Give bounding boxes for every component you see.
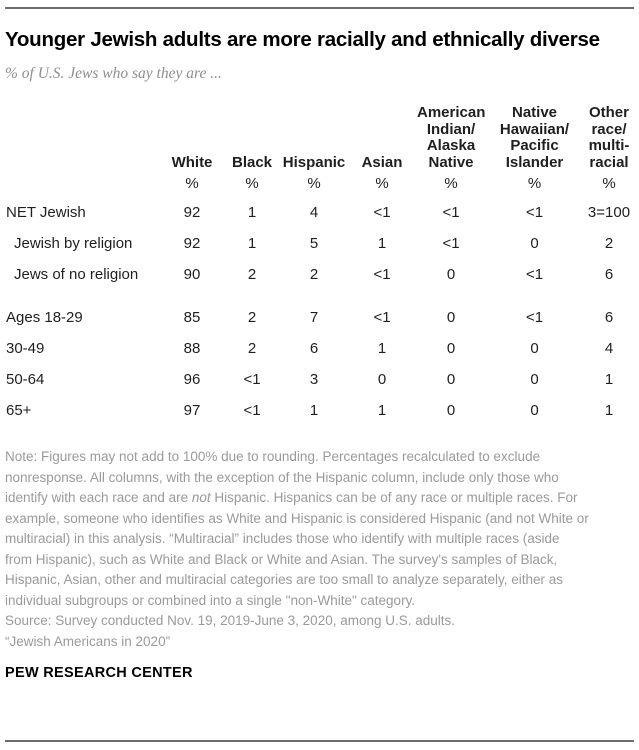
footnote-text: Hispanic. Hispanics can be of any race o… (5, 490, 589, 608)
row-label: 65+ (6, 402, 32, 419)
value-cell: 97 (183, 402, 201, 419)
value-cell: 0 (530, 235, 539, 252)
value-cell: 4 (604, 340, 614, 357)
value-cell: 0 (446, 340, 456, 357)
value-cell: 92 (183, 235, 201, 252)
value-cell: 92 (183, 204, 201, 221)
value-cell: 1 (309, 402, 319, 419)
header-row: White Black Hispanic Asian American Indi… (5, 89, 634, 171)
value-cell: 5 (309, 235, 319, 252)
corner-cell (5, 89, 161, 171)
unit-cell: % (307, 175, 321, 192)
row-label: Jewish by religion (14, 235, 133, 252)
page-title: Younger Jewish adults are more racially … (5, 28, 600, 51)
unit-cell: % (527, 175, 542, 192)
value-cell: 4 (309, 204, 319, 221)
value-cell: 2 (247, 266, 257, 283)
value-cell: 0 (530, 340, 539, 357)
row-label: 50-64 (6, 371, 45, 388)
table-row-jewish-by-religion: Jewish by religion 92 1 5 1 <1 0 2 (5, 228, 634, 259)
value-cell: 1 (604, 371, 614, 388)
value-cell: 90 (183, 266, 201, 283)
value-cell: 3=100 (587, 204, 631, 221)
brand-footer: PEW RESEARCH CENTER (5, 665, 193, 681)
unit-cell-empty (5, 171, 161, 197)
value-cell: 1 (377, 235, 387, 252)
value-cell: <1 (243, 402, 261, 419)
page-subtitle: % of U.S. Jews who say they are ... (5, 65, 222, 82)
figure-container: Younger Jewish adults are more racially … (0, 7, 639, 750)
value-cell: <1 (525, 204, 544, 221)
value-cell: 0 (446, 402, 456, 419)
unit-cell: % (444, 175, 458, 192)
value-cell: <1 (525, 266, 544, 283)
table-row-jews-of-no-religion: Jews of no religion 90 2 2 <1 0 <1 6 (5, 259, 634, 290)
row-label: Jews of no religion (14, 266, 139, 283)
unit-cell: % (602, 175, 616, 192)
unit-row: % % % % % % % (5, 171, 634, 197)
value-cell: <1 (373, 204, 391, 221)
unit-cell: % (375, 175, 389, 192)
value-cell: 0 (446, 371, 456, 388)
value-cell: <1 (373, 266, 391, 283)
value-cell: <1 (442, 204, 460, 221)
col-header-white: White (171, 153, 213, 171)
value-cell: <1 (373, 309, 391, 326)
value-cell: 2 (309, 266, 319, 283)
value-cell: 1 (604, 402, 614, 419)
table-row-50-64: 50-64 96 <1 3 0 0 0 1 (5, 364, 634, 395)
value-cell: <1 (442, 235, 460, 252)
source-line: Source: Survey conducted Nov. 19, 2019-J… (5, 613, 456, 628)
value-cell: 2 (247, 309, 257, 326)
value-cell: <1 (243, 371, 261, 388)
row-label: Ages 18-29 (6, 309, 83, 326)
table-row-30-49: 30-49 88 2 6 1 0 0 4 (5, 333, 634, 364)
value-cell: 0 (530, 402, 539, 419)
value-cell: 6 (604, 266, 614, 283)
col-header-black: Black (231, 153, 273, 171)
bottom-divider (5, 740, 634, 742)
value-cell: 6 (309, 340, 319, 357)
value-cell: 2 (604, 235, 614, 252)
top-divider (5, 7, 634, 9)
footnote: Note: Figures may not add to 100% due to… (5, 447, 589, 611)
footnote-text: Note: Figures may not add to 100% due to… (5, 449, 559, 505)
value-cell: 88 (183, 340, 201, 357)
value-cell: 0 (530, 371, 539, 388)
value-cell: 0 (446, 309, 456, 326)
table-row-ages-18-29: Ages 18-29 85 2 7 <1 0 <1 6 (5, 302, 634, 333)
row-label: 30-49 (6, 340, 45, 357)
value-cell: 1 (377, 402, 387, 419)
value-cell: 0 (446, 266, 456, 283)
value-cell: 3 (309, 371, 319, 388)
value-cell: 0 (377, 371, 387, 388)
value-cell: 7 (309, 309, 319, 326)
value-cell: 96 (183, 371, 201, 388)
value-cell: 2 (247, 340, 257, 357)
value-cell: 1 (247, 204, 257, 221)
col-header-hispanic: Hispanic (282, 153, 346, 171)
footnote-italic-word: not (191, 490, 211, 505)
value-cell: 1 (377, 340, 387, 357)
table-row-65-plus: 65+ 97 <1 1 1 0 0 1 (5, 395, 634, 426)
col-header-asian: Asian (361, 153, 403, 171)
unit-cell: % (245, 175, 259, 192)
group-spacer (5, 290, 634, 302)
unit-cell: % (185, 175, 199, 192)
col-header-other-race: Other race/ multi- racial (588, 104, 630, 171)
report-title-line: “Jewish Americans in 2020” (5, 633, 171, 649)
value-cell: 85 (183, 309, 201, 326)
table-row-net-jewish: NET Jewish 92 1 4 <1 <1 <1 3=100 (5, 197, 634, 228)
col-header-american-indian: American Indian/ Alaska Native (417, 104, 486, 171)
col-header-native-hawaiian: Native Hawaiian/ Pacific Islander (499, 104, 570, 171)
value-cell: 1 (247, 235, 257, 252)
demographics-table: White Black Hispanic Asian American Indi… (5, 89, 634, 426)
row-label: NET Jewish (6, 204, 86, 221)
value-cell: 6 (604, 309, 614, 326)
value-cell: <1 (525, 309, 544, 326)
